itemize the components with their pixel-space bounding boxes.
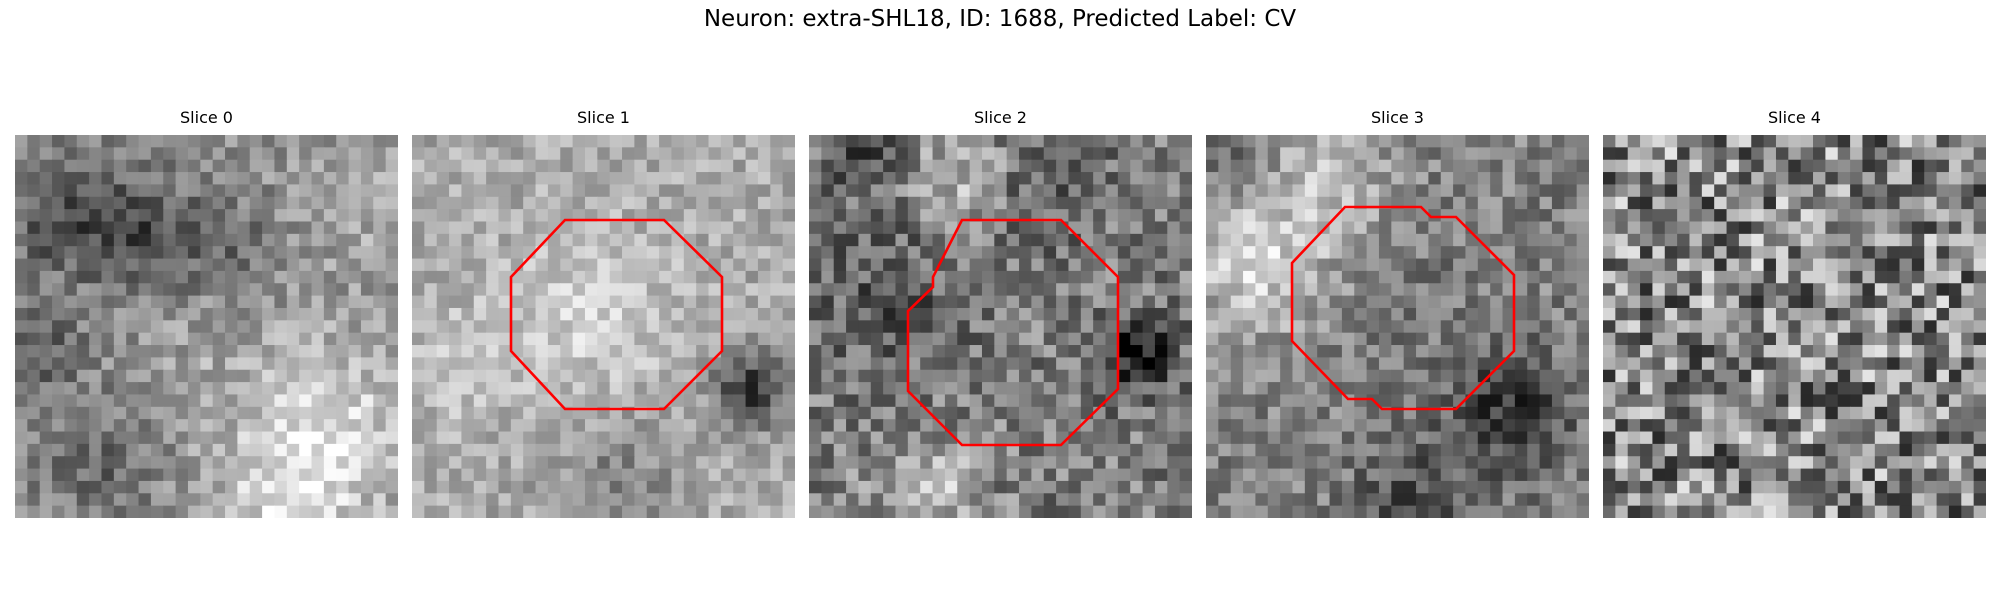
slice-panel-4: Slice 4 bbox=[1603, 108, 1986, 558]
roi-outline bbox=[509, 218, 724, 411]
slice-title: Slice 0 bbox=[180, 108, 233, 127]
slice-image-svg bbox=[809, 135, 1192, 518]
pixel-grid bbox=[1603, 135, 1986, 518]
pixel-grid bbox=[1206, 135, 1589, 518]
slice-image bbox=[1603, 135, 1986, 518]
slice-panel-3: Slice 3 bbox=[1206, 108, 1589, 558]
slice-title: Slice 2 bbox=[974, 108, 1027, 127]
roi-outline bbox=[1290, 205, 1516, 411]
roi-outline bbox=[906, 218, 1120, 447]
pixel-grid bbox=[809, 135, 1192, 518]
slice-image bbox=[809, 135, 1192, 518]
slice-image-svg bbox=[1603, 135, 1986, 518]
slice-panel-2: Slice 2 bbox=[809, 108, 1192, 558]
slice-title: Slice 1 bbox=[577, 108, 630, 127]
figure-title: Neuron: extra-SHL18, ID: 1688, Predicted… bbox=[703, 6, 1297, 32]
slice-image-svg bbox=[412, 135, 795, 518]
slice-image-svg bbox=[1206, 135, 1589, 518]
pixel-grid bbox=[412, 135, 795, 518]
pixel-grid bbox=[15, 135, 398, 518]
slice-image bbox=[15, 135, 398, 518]
slice-title: Slice 4 bbox=[1768, 108, 1821, 127]
slice-image bbox=[412, 135, 795, 518]
slice-image-svg bbox=[15, 135, 398, 518]
slice-panel-0: Slice 0 bbox=[15, 108, 398, 558]
slice-panel-1: Slice 1 bbox=[412, 108, 795, 558]
slice-title: Slice 3 bbox=[1371, 108, 1424, 127]
slice-image bbox=[1206, 135, 1589, 518]
